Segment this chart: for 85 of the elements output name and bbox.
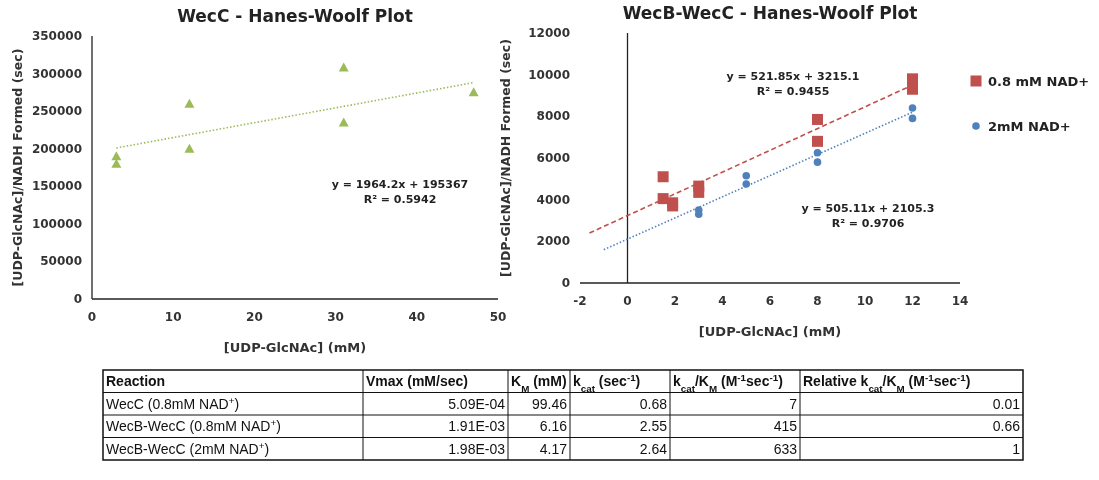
x-tick-label: 20	[246, 310, 263, 324]
y-tick-label: 0	[561, 276, 570, 290]
x-tick-label: -2	[573, 294, 587, 308]
point	[184, 143, 195, 153]
text: 4.17	[539, 440, 567, 457]
annotation: y = 1964.2x + 195367	[331, 178, 469, 191]
x-axis-title: [UDP-GlcNAc] (mM)	[698, 324, 842, 339]
text: 2.64	[639, 440, 667, 457]
category-label: WecB-WecC (0.8mM NAD$^{+}$)	[106, 416, 281, 434]
point	[908, 104, 917, 112]
category-label: Vmax (mM/sec)	[366, 373, 468, 389]
annotation: y = 521.85x + 3215.1	[726, 70, 860, 83]
point	[693, 186, 705, 198]
point	[813, 148, 822, 157]
point	[907, 83, 918, 95]
text: 1	[1012, 440, 1020, 457]
x-tick-label: 0	[623, 294, 632, 308]
annotation: R² = 0.9706	[831, 217, 905, 230]
point	[657, 171, 669, 183]
category-label: k$_{cat}$ (sec$^{-1}$)	[573, 371, 641, 394]
y-tick-label: 4000	[536, 192, 570, 207]
chart-title: WecB-WecC - Hanes-Woolf Plot	[622, 3, 918, 23]
x-tick-label: 30	[327, 310, 344, 324]
x-tick-label: 0	[87, 310, 97, 324]
text: 0.68	[639, 395, 667, 412]
text: 1.91E-03	[448, 418, 505, 434]
x-tick-label: 12	[904, 294, 921, 308]
point	[813, 158, 822, 166]
point	[184, 98, 195, 108]
y-axis-title: [UDP-GlcNAc]/NADH Formed (sec)	[10, 48, 25, 287]
y-tick-label: 12000	[528, 26, 570, 40]
text: 5.09E-04	[448, 395, 505, 412]
x-axis-title: [UDP-GlcNAc] (mM)	[223, 340, 367, 355]
chart-title: WecC - Hanes-Woolf Plot	[177, 6, 413, 26]
point	[907, 73, 918, 85]
x-tick-label: 40	[408, 310, 426, 324]
category-label: k$_{cat}$/K$_{M}$ (M$^{-1}$sec$^{-1}$)	[673, 371, 783, 394]
point	[468, 87, 479, 97]
category-label: Reaction	[106, 373, 166, 389]
y-tick-label: 2000	[536, 234, 570, 249]
text: 7	[789, 395, 797, 412]
x-tick-label: 6	[765, 294, 775, 308]
point	[338, 117, 349, 127]
point	[111, 151, 122, 161]
text: 0.01	[992, 395, 1020, 412]
category-label: WecB-WecC (2mM NAD$^{+}$)	[106, 439, 270, 457]
x-tick-label: 10	[164, 310, 182, 324]
x-tick-label: 14	[951, 294, 969, 308]
text: 99.46	[531, 395, 567, 412]
category-label: K$_{M}$ (mM)	[511, 373, 567, 394]
legend-label: 0.8 mM NAD+	[988, 74, 1090, 89]
point	[338, 62, 349, 72]
category-label: Relative k$_{cat}$/K$_{M}$ (M$^{-1}$sec$^{-1}$)	[803, 371, 971, 394]
category-label: WecC (0.8mM NAD$^{+}$)	[106, 394, 240, 412]
y-tick-label: 8000	[536, 109, 570, 124]
text: 0.66	[992, 418, 1020, 434]
text: 6.16	[539, 418, 567, 434]
x-tick-label: 4	[718, 294, 727, 308]
x-tick-label: 10	[856, 294, 874, 308]
y-tick-label: 10000	[528, 67, 570, 82]
y-tick-label: 300000	[31, 66, 82, 81]
y-tick-label: 100000	[31, 216, 82, 231]
y-tick-label: 350000	[31, 29, 82, 43]
annotation: R² = 0.9455	[756, 85, 830, 98]
x-tick-label: 8	[813, 294, 822, 308]
point	[908, 114, 917, 123]
y-axis-title: [UDP-GlcNAc]/NADH Formed (sec)	[498, 39, 513, 277]
point	[812, 113, 823, 125]
y-tick-label: 250000	[31, 104, 82, 119]
annotation: R² = 0.5942	[363, 193, 437, 206]
point	[742, 180, 751, 188]
point	[742, 171, 751, 180]
text: 415	[773, 418, 797, 434]
text: 633	[773, 440, 797, 457]
text: 1.98E-03	[448, 440, 505, 457]
y-tick-label: 50000	[40, 254, 82, 269]
y-tick-label: 150000	[31, 179, 82, 194]
annotation: y = 505.11x + 2105.3	[801, 202, 935, 215]
point	[812, 135, 823, 147]
y-tick-label: 6000	[536, 151, 570, 165]
x-tick-label: 50	[489, 310, 507, 324]
legend-label: 2mM NAD+	[988, 119, 1071, 134]
text: 2.55	[639, 418, 667, 434]
y-tick-label: 200000	[31, 141, 82, 156]
x-tick-label: 2	[670, 294, 680, 308]
